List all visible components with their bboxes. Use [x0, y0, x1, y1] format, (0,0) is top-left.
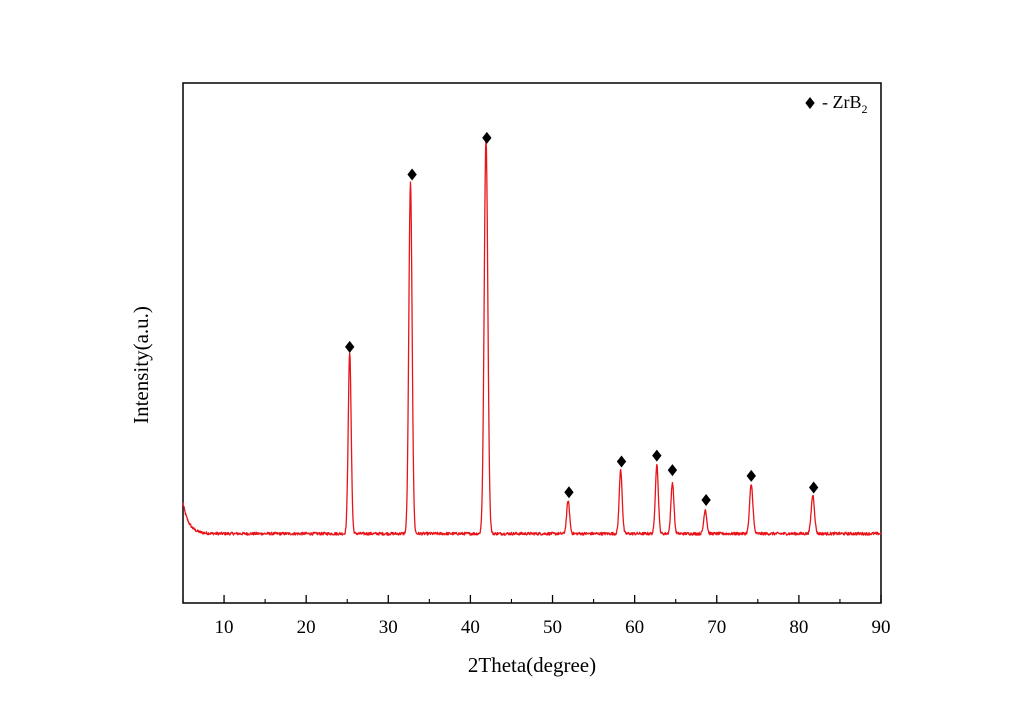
x-axis-ticks — [182, 595, 882, 603]
x-tick-label: 40 — [461, 617, 480, 638]
x-axis-tick-labels: 10 20 30 40 50 60 70 80 90 — [215, 617, 891, 638]
legend-diamond-icon — [805, 97, 815, 109]
peak-marker-diamond-icon — [667, 464, 678, 477]
peak-marker-diamond-icon — [701, 493, 711, 506]
legend-label: - ZrB2 — [822, 92, 868, 116]
legend: - ZrB2 — [805, 92, 868, 116]
x-tick-label: 70 — [707, 617, 726, 638]
peak-marker-diamond-icon — [652, 449, 662, 462]
peak-marker-diamond-icon — [564, 486, 574, 499]
x-tick-label: 10 — [215, 617, 234, 638]
x-tick-label: 50 — [543, 617, 562, 638]
peak-marker-diamond-icon — [616, 455, 627, 468]
peak-marker-diamond-icon — [345, 340, 355, 353]
y-axis-title: Intensity(a.u.) — [129, 306, 153, 424]
x-tick-label: 30 — [379, 617, 398, 638]
peak-marker-diamond-icon — [482, 131, 492, 144]
x-axis-title: 2Theta(degree) — [468, 653, 596, 677]
x-tick-label: 80 — [789, 617, 808, 638]
peak-marker-diamond-icon — [407, 168, 417, 181]
plot-frame — [182, 82, 882, 604]
peak-marker-diamond-icon — [746, 469, 756, 482]
legend-label-main: - ZrB — [822, 92, 862, 112]
peak-marker-diamond-icon — [808, 481, 819, 494]
x-tick-label: 60 — [625, 617, 644, 638]
diffraction-pattern-line — [182, 139, 882, 536]
x-tick-label: 20 — [297, 617, 316, 638]
x-tick-label: 90 — [872, 617, 891, 638]
peak-markers — [345, 131, 819, 506]
legend-label-subscript: 2 — [862, 102, 868, 116]
